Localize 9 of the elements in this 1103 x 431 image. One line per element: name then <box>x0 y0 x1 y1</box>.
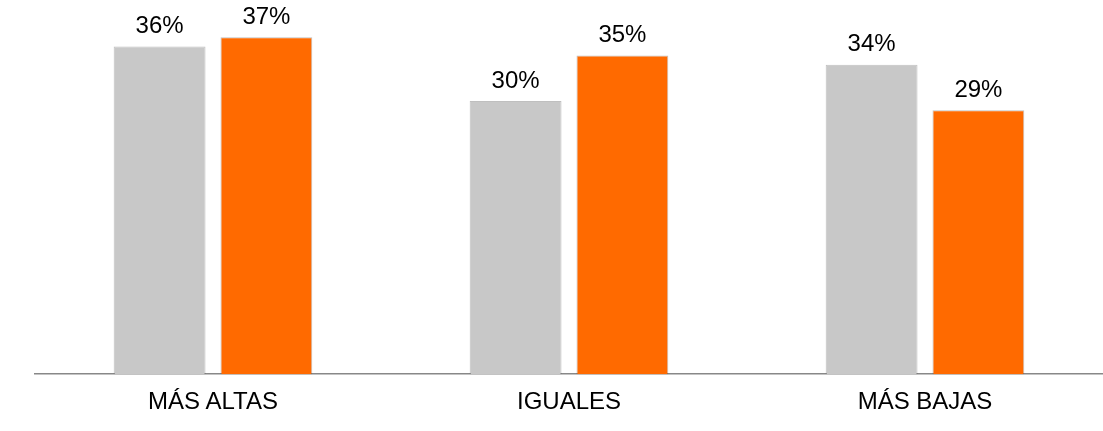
data-label: 34% <box>847 29 896 57</box>
data-label: 36% <box>135 11 184 39</box>
x-tick-label: MÁS ALTAS <box>148 387 278 415</box>
data-label: 29% <box>954 74 1003 102</box>
x-tick-label: IGUALES <box>516 387 622 415</box>
x-tick-label: MÁS BAJAS <box>857 387 993 415</box>
data-label: 35% <box>598 20 647 48</box>
data-label: 30% <box>491 65 540 93</box>
data-label: 37% <box>242 1 291 29</box>
